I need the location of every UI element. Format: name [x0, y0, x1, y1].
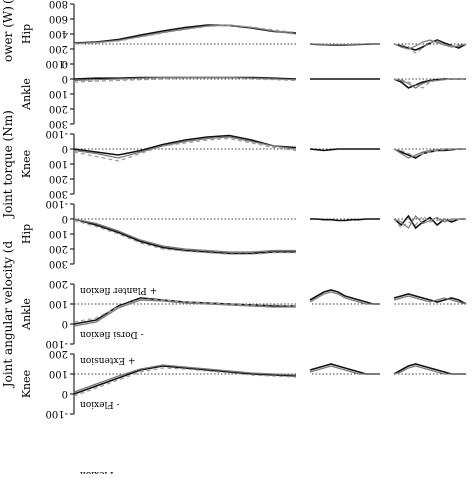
- annotation-top: - Dorsi flexion: [80, 329, 144, 339]
- y-tick-label: 300: [49, 258, 68, 269]
- right-series-line: [393, 40, 467, 54]
- y-tick-label: 0: [62, 73, 68, 84]
- y-tick-label: 100: [49, 228, 68, 239]
- right-series-line: [393, 39, 467, 50]
- y-tick-label: 200: [49, 103, 68, 114]
- main-series-line: [73, 364, 297, 393]
- main-series-line: [73, 218, 296, 253]
- panel-row-5: -100 0 100 200 Knee - Flexion + Extension: [20, 348, 466, 419]
- y-tick-label: 600: [49, 13, 68, 24]
- main-series-line: [73, 218, 296, 255]
- annotation-bottom: + Extension: [80, 355, 136, 365]
- right-series-line: [393, 148, 466, 158]
- y-tick-label: 200: [49, 173, 68, 184]
- right-series-line: [393, 295, 467, 305]
- right-series-line: [393, 215, 466, 229]
- row-label: Ankle: [20, 78, 33, 111]
- mid-series-line: [309, 365, 380, 375]
- y-tick-label: 100: [49, 88, 68, 99]
- row-label: Hip: [20, 224, 33, 244]
- panel-row-6: - Flexion: [80, 469, 120, 478]
- y-tick-label: 800: [49, 0, 68, 9]
- right-series-line: [393, 365, 466, 375]
- y-tick-label: 100: [49, 368, 68, 379]
- y-tick-label: 0: [62, 143, 68, 154]
- y-tick-label: -100: [46, 338, 68, 349]
- row-label: Knee: [20, 150, 33, 178]
- main-series-line: [73, 299, 296, 327]
- y-tick-label: 200: [49, 348, 68, 359]
- right-series-line: [393, 293, 467, 305]
- right-series-line: [393, 214, 466, 230]
- main-series-line: [73, 365, 297, 395]
- y-tick-label: 300: [49, 188, 68, 199]
- right-series-line: [393, 363, 466, 375]
- y-tick-label: 400: [49, 28, 68, 39]
- right-series-line: [393, 148, 466, 159]
- y-tick-label: -100: [46, 408, 68, 419]
- main-series-line: [73, 24, 297, 45]
- y-tick-label: 0: [62, 318, 68, 329]
- main-series-line: [73, 24, 297, 44]
- row-label: Hip: [20, 24, 33, 44]
- y-tick-label: 300: [49, 118, 68, 129]
- panel-row-4: -100 0 100 200 Ankle - Dorsi flexion + Planter…: [1, 241, 467, 390]
- panel-row-3: 300 200 100 0 -100 Hip: [20, 198, 466, 269]
- mid-series-line: [309, 291, 380, 305]
- annotation-top: - Flexion: [80, 469, 120, 474]
- y-tick-label: 200: [49, 43, 68, 54]
- main-series-line: [73, 367, 297, 397]
- annotation-bottom: + Planter flexion: [80, 285, 157, 295]
- main-series-line: [73, 77, 297, 83]
- group-label: Joint torque (Nm): [1, 110, 15, 220]
- y-tick-label: -100: [46, 128, 68, 139]
- y-tick-label: 200: [49, 278, 68, 289]
- main-series-line: [73, 76, 297, 82]
- row-label: Ankle: [20, 298, 33, 331]
- y-tick-label: 200: [49, 243, 68, 254]
- main-series-line: [73, 137, 297, 162]
- mid-series-line: [309, 43, 380, 46]
- y-tick-label: 0: [62, 213, 68, 224]
- main-series-line: [73, 298, 297, 323]
- main-series-line: [73, 134, 297, 156]
- panel-letter: (b): [1, 0, 15, 4]
- annotation-top: - Flexion: [80, 399, 120, 409]
- y-tick-label: 0: [62, 58, 68, 69]
- group-label: ower (W): [1, 6, 15, 62]
- right-series-line: [393, 215, 466, 229]
- mid-series-line: [309, 289, 380, 305]
- right-series-line: [393, 78, 466, 89]
- row-label: Knee: [20, 370, 33, 398]
- mid-series-line: [310, 218, 380, 222]
- panel-row-0: 0 200 400 600 800 Hip ower (W): [1, 0, 467, 69]
- main-series-line: [73, 136, 297, 159]
- y-tick-label: 0: [62, 388, 68, 399]
- y-tick-label: -100: [46, 58, 68, 69]
- y-tick-label: 100: [49, 158, 68, 169]
- y-tick-label: -100: [46, 198, 68, 209]
- panel-row-2: 300 200 100 0 -100 Knee Joint torque (Nm): [1, 110, 466, 220]
- main-series-line: [73, 219, 296, 255]
- group-label: Joint angular velocity (d: [1, 241, 15, 390]
- mid-series-line: [309, 148, 380, 152]
- y-tick-label: 100: [49, 298, 68, 309]
